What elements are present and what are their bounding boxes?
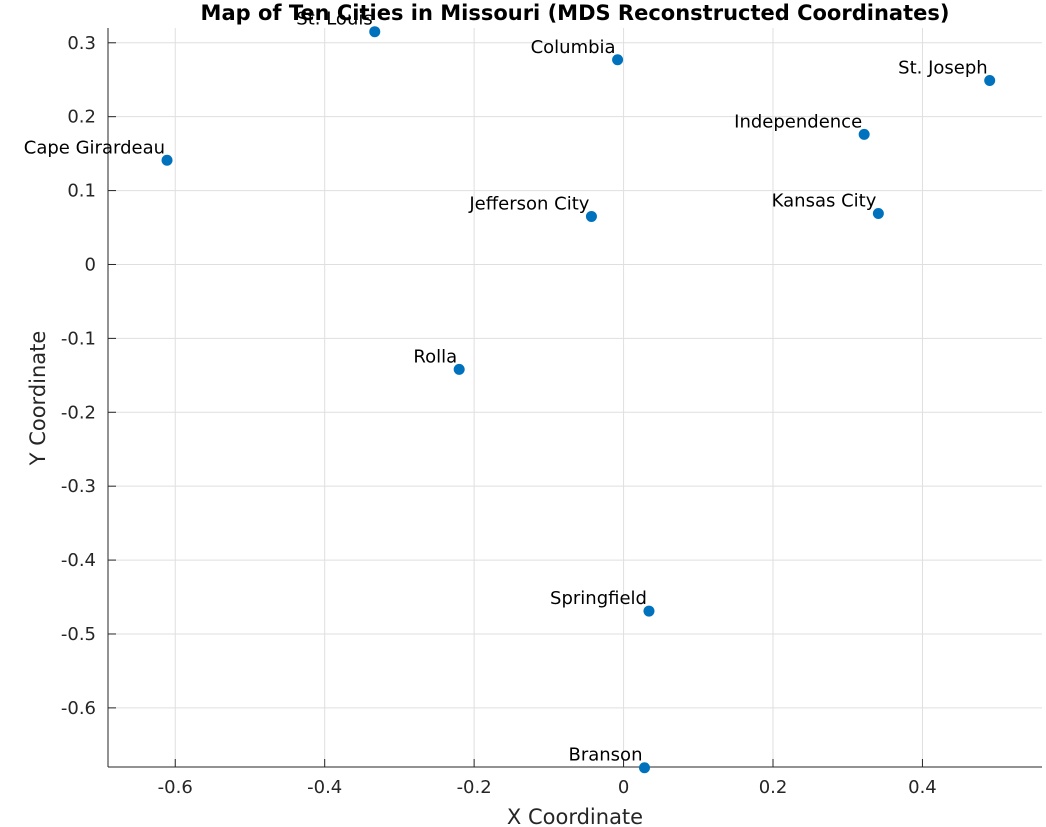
point-label: Branson bbox=[568, 745, 642, 766]
y-tick-label: 0.3 bbox=[67, 33, 96, 54]
x-tick-label: -0.4 bbox=[307, 777, 342, 798]
data-point bbox=[858, 128, 870, 140]
x-axis-label: X Coordinate bbox=[507, 805, 643, 827]
axes bbox=[107, 28, 1042, 768]
y-axis-label: Y Coordinate bbox=[26, 331, 50, 467]
data-point bbox=[638, 762, 650, 774]
point-label: Jefferson City bbox=[468, 193, 589, 214]
y-tick-label: -0.3 bbox=[61, 476, 96, 497]
point-labels: St. Louis Columbia St. Joseph Independence C… bbox=[24, 9, 988, 766]
x-tick-label: -0.6 bbox=[158, 777, 193, 798]
data-point bbox=[984, 74, 996, 86]
y-tick-label: 0.1 bbox=[67, 181, 96, 202]
x-tick-label: -0.2 bbox=[457, 777, 492, 798]
y-tick-label: 0 bbox=[85, 254, 96, 275]
x-tick-label: 0.4 bbox=[908, 777, 937, 798]
data-points bbox=[161, 26, 996, 774]
data-point bbox=[585, 210, 597, 222]
point-label: Springfield bbox=[550, 588, 647, 609]
data-point bbox=[161, 154, 173, 166]
data-point bbox=[612, 54, 624, 66]
x-tick-label: 0.2 bbox=[759, 777, 788, 798]
point-label: Independence bbox=[734, 111, 862, 132]
point-label: Kansas City bbox=[772, 190, 877, 211]
point-label: Cape Girardeau bbox=[24, 137, 165, 158]
point-label: St. Joseph bbox=[898, 57, 988, 78]
point-label: Rolla bbox=[413, 346, 457, 367]
y-tick-label: 0.2 bbox=[67, 107, 96, 128]
chart-title: Map of Ten Cities in Missouri (MDS Recon… bbox=[201, 1, 950, 25]
data-point bbox=[872, 207, 884, 219]
y-tick-label: -0.2 bbox=[61, 402, 96, 423]
x-tick-label: 0 bbox=[618, 777, 629, 798]
data-point bbox=[643, 605, 655, 617]
point-label: Columbia bbox=[531, 37, 616, 58]
y-tick-label: -0.5 bbox=[61, 624, 96, 645]
y-tick-label: -0.1 bbox=[61, 328, 96, 349]
y-tick-label: -0.6 bbox=[61, 698, 96, 719]
tick-labels: -0.6 -0.4 -0.2 0 0.2 0.4 0.3 0.2 0.1 0 -0.1 -0.2 -0.… bbox=[61, 33, 937, 798]
point-label: St. Louis bbox=[296, 9, 372, 30]
data-point bbox=[453, 363, 465, 375]
grid bbox=[108, 28, 1042, 767]
y-tick-label: -0.4 bbox=[61, 550, 96, 571]
data-point bbox=[369, 26, 381, 38]
